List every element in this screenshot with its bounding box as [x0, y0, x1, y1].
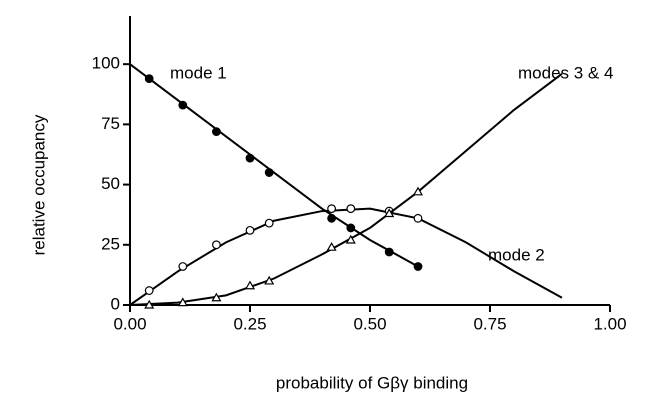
point — [264, 218, 274, 228]
point — [326, 241, 337, 251]
point — [244, 280, 256, 290]
point — [345, 234, 356, 244]
point — [346, 204, 356, 214]
y-tick-label: 0 — [111, 294, 120, 313]
point — [211, 292, 222, 302]
point — [178, 100, 188, 110]
point — [413, 262, 423, 271]
point — [178, 262, 188, 271]
point — [211, 240, 221, 250]
point — [144, 299, 155, 309]
point — [245, 153, 255, 163]
x-tick-label: 1.00 — [593, 314, 626, 333]
fit-line — [129, 73, 563, 306]
point — [211, 127, 221, 137]
x-tick-label: 0.00 — [113, 314, 146, 333]
y-axis-label: relative occupancy — [29, 114, 48, 255]
point — [144, 286, 154, 295]
point — [384, 208, 395, 218]
x-tick-label: 0.25 — [233, 314, 266, 333]
point — [346, 223, 356, 233]
point — [144, 74, 154, 84]
point — [412, 186, 424, 196]
y-tick-label: 100 — [92, 54, 120, 73]
series-label: modes 3 & 4 — [518, 63, 613, 82]
point — [245, 225, 255, 235]
x-tick-label: 0.50 — [353, 314, 386, 333]
point — [264, 168, 274, 177]
fit-line — [129, 63, 419, 268]
point — [177, 297, 188, 307]
fit-line — [129, 207, 563, 306]
y-tick-label: 50 — [101, 174, 120, 193]
point — [327, 204, 337, 214]
x-axis-label: probability of Gβγ binding — [276, 373, 468, 392]
series-label: mode 1 — [170, 63, 227, 82]
x-tick-label: 0.75 — [473, 314, 506, 333]
point — [327, 213, 337, 223]
point — [413, 213, 423, 223]
point — [264, 275, 275, 285]
point — [384, 247, 394, 257]
y-tick-label: 25 — [101, 234, 120, 253]
y-tick-label: 75 — [101, 114, 120, 133]
series-label: mode 2 — [488, 245, 545, 264]
